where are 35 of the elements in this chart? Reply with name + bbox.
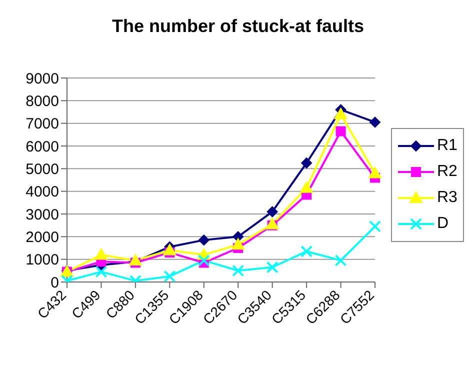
point	[95, 266, 108, 278]
chart-title: The number of stuck-at faults	[110, 16, 366, 37]
y-tick-label: 5000	[26, 160, 59, 178]
y-tick-label: 1000	[26, 252, 59, 269]
point	[369, 220, 381, 232]
point	[164, 270, 176, 282]
legend-label: D	[437, 215, 449, 233]
point	[334, 108, 348, 120]
point	[266, 218, 279, 230]
point	[266, 261, 278, 274]
y-tick-label: 2000	[26, 228, 59, 246]
point	[94, 248, 108, 260]
legend-label: R3	[437, 189, 458, 207]
point	[300, 245, 313, 258]
point	[334, 254, 347, 266]
point	[232, 238, 245, 250]
point	[368, 166, 382, 178]
point	[300, 181, 314, 193]
y-tick-label: 3000	[26, 206, 59, 224]
point	[336, 126, 346, 136]
point	[163, 244, 176, 256]
y-tick-label: 7000	[26, 116, 59, 133]
point	[370, 116, 380, 128]
y-tick-label: 4000	[26, 184, 59, 201]
y-tick-label: 9000	[26, 70, 59, 88]
legend-label: R1	[437, 137, 458, 155]
y-tick-label: 0	[50, 274, 59, 292]
y-tick-label: 8000	[26, 92, 59, 110]
legend-label: R2	[437, 163, 458, 181]
point	[198, 234, 210, 246]
point	[198, 254, 210, 266]
point	[301, 158, 312, 168]
point	[232, 264, 244, 277]
y-tick-label: 6000	[26, 138, 59, 156]
point	[266, 206, 278, 218]
